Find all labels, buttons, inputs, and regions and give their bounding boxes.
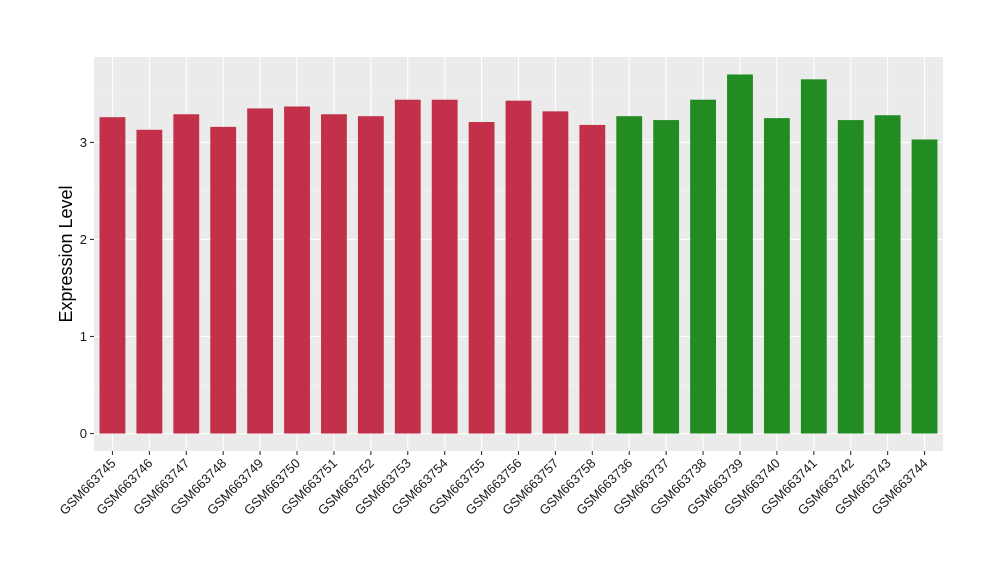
- bar-GSM663740: [763, 118, 790, 434]
- y-tick-label: 2: [80, 232, 87, 247]
- bar-GSM663738: [690, 99, 716, 434]
- bar-GSM663753: [394, 99, 421, 434]
- bar-GSM663755: [468, 122, 495, 434]
- bar-GSM663756: [505, 100, 532, 434]
- bar-GSM663757: [542, 111, 569, 434]
- bar-GSM663745: [99, 117, 126, 434]
- x-axis: GSM663745GSM663746GSM663747GSM663748GSM6…: [56, 451, 931, 518]
- bars: [99, 74, 938, 434]
- y-tick-label: 0: [80, 426, 87, 441]
- bar-GSM663752: [357, 116, 384, 434]
- bar-GSM663739: [727, 74, 753, 434]
- bar-GSM663750: [284, 106, 310, 434]
- bar-GSM663748: [210, 126, 237, 434]
- bar-GSM663741: [800, 79, 827, 434]
- y-tick-label: 1: [80, 329, 87, 344]
- bar-GSM663749: [247, 108, 274, 434]
- bar-GSM663751: [321, 114, 347, 434]
- bar-GSM663743: [874, 115, 901, 434]
- bar-GSM663758: [579, 124, 606, 434]
- bar-GSM663736: [616, 116, 643, 434]
- bar-GSM663747: [173, 114, 200, 434]
- y-tick-label: 3: [80, 135, 87, 150]
- bar-GSM663737: [653, 120, 680, 434]
- y-axis-title: Expression Level: [56, 185, 76, 322]
- bar-GSM663744: [911, 139, 938, 434]
- bar-GSM663746: [136, 129, 163, 434]
- bar-GSM663754: [431, 99, 458, 434]
- bar-GSM663742: [837, 120, 864, 434]
- y-axis: 0 1 2 3: [80, 135, 94, 441]
